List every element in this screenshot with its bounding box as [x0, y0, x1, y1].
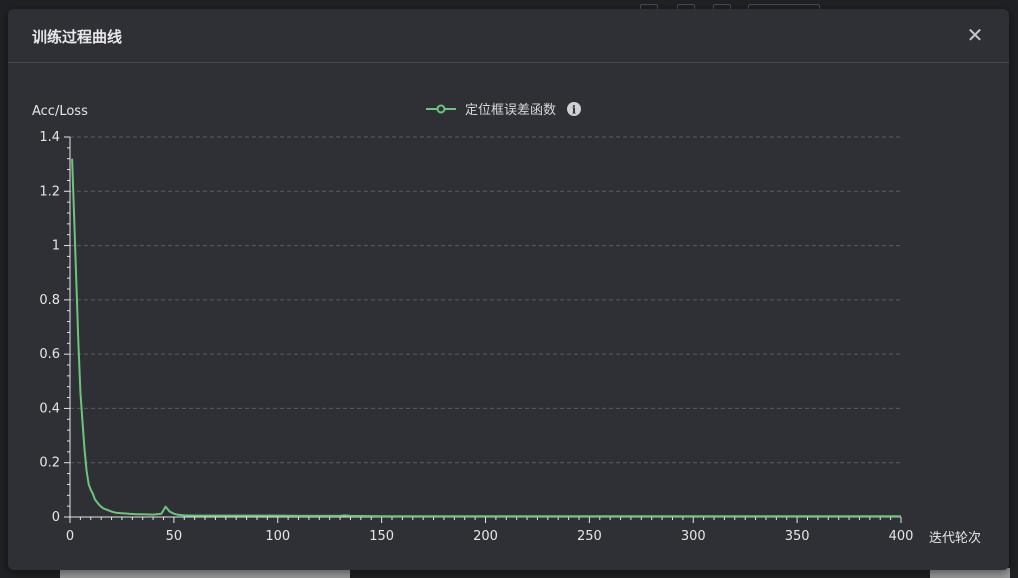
- x-tick-label: 50: [166, 529, 183, 544]
- legend-marker: [436, 104, 446, 114]
- x-tick-label: 300: [681, 529, 706, 544]
- y-axis-label: Acc/Loss: [32, 104, 88, 119]
- dialog-header: 训练过程曲线 ✕: [8, 9, 1009, 63]
- legend: 定位框误差函数 i: [426, 102, 581, 118]
- legend-label[interactable]: 定位框误差函数: [465, 103, 556, 118]
- y-tick-label: 1.4: [39, 130, 60, 145]
- grid-lines: [70, 136, 901, 464]
- close-icon[interactable]: ✕: [966, 23, 984, 47]
- dialog-title: 训练过程曲线: [32, 28, 123, 46]
- training-chart: 0 0.2 0.4 0.6 0.8 1 1.2 1.4 0 50 100 150 200 250 300 35…: [32, 102, 981, 546]
- x-tick-label: 100: [265, 529, 290, 544]
- series-layer: [71, 158, 901, 518]
- y-tick-label: 1.2: [39, 184, 60, 199]
- y-tick-label: 0.8: [39, 293, 60, 308]
- y-tick-label: 0: [52, 510, 60, 525]
- x-tick-label: 250: [577, 529, 602, 544]
- y-tick-label: 0.4: [39, 401, 60, 416]
- y-tick-label: 1: [52, 239, 60, 254]
- svg-text:i: i: [572, 104, 576, 117]
- x-tick-label: 150: [369, 529, 394, 544]
- x-tick-label: 400: [889, 529, 914, 544]
- background-image-strip: [60, 568, 350, 578]
- info-icon[interactable]: i: [567, 102, 581, 117]
- axes: 0 0.2 0.4 0.6 0.8 1 1.2 1.4 0 50 100 150 200 250 300 35…: [39, 130, 913, 544]
- y-tick-label: 0.6: [39, 347, 60, 362]
- x-tick-label: 0: [66, 529, 74, 544]
- x-tick-label: 350: [785, 529, 810, 544]
- background-image-strip-2: [930, 568, 1010, 578]
- y-tick-label: 0.2: [39, 456, 60, 471]
- training-curve-dialog: 训练过程曲线 ✕ 0 0.2 0.4 0.6 0.8 1 1.2 1.4 0 50 100 150 20…: [8, 9, 1009, 570]
- x-axis-label: 迭代轮次: [929, 530, 981, 546]
- x-tick-label: 200: [473, 529, 498, 544]
- series-line: [71, 158, 901, 518]
